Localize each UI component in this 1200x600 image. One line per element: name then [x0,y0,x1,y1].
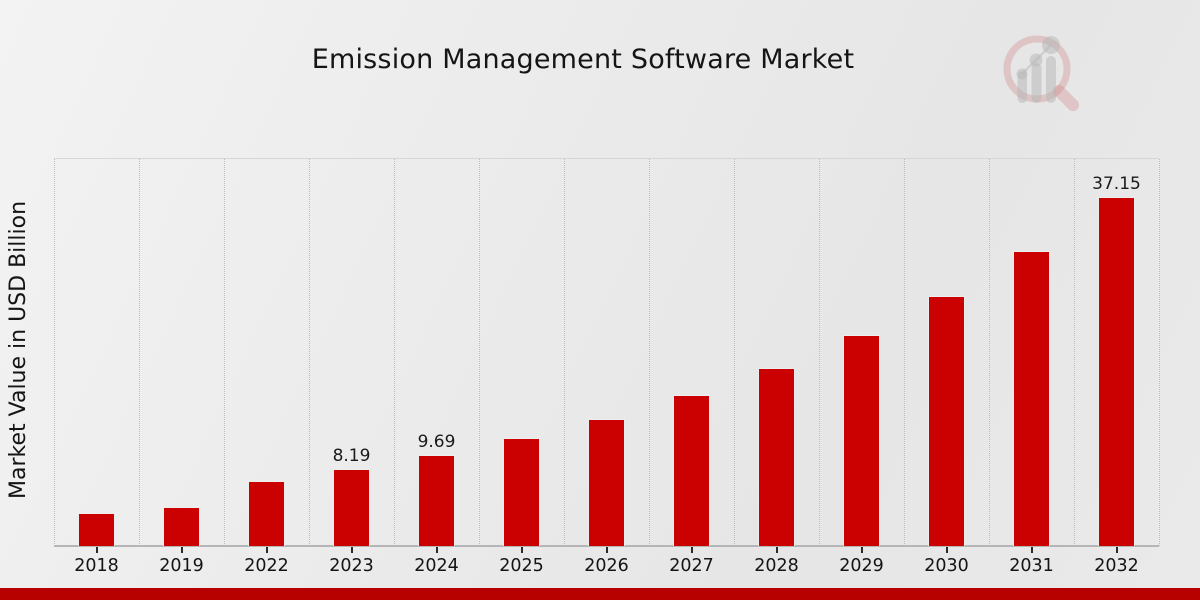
x-tick-label-2031: 2031 [1009,556,1054,576]
gridline [649,159,650,546]
x-axis-tick [180,547,183,553]
x-tick-label-2022: 2022 [244,556,289,576]
bar-2032 [1098,197,1135,546]
x-axis-tick [435,547,438,553]
x-tick-label-2029: 2029 [839,556,884,576]
magnifier-icon [1003,35,1079,111]
x-tick-label-2018: 2018 [74,556,119,576]
bar-2025 [503,438,540,546]
x-axis-tick [350,547,353,553]
gridline [1159,159,1160,546]
x-axis-tick [1115,547,1118,553]
x-axis-tick [775,547,778,553]
y-axis-label: Market Value in USD Billion [6,200,31,500]
bar-2028 [758,368,795,546]
bar-2019 [163,507,200,546]
x-axis-tick [945,547,948,553]
x-tick-label-2019: 2019 [159,556,204,576]
gridline [224,159,225,546]
bar-2026 [588,419,625,546]
gridline [309,159,310,546]
bar-2018 [78,513,115,546]
x-tick-label-2030: 2030 [924,556,969,576]
x-axis-tick [1030,547,1033,553]
rising-bars-icon [1016,36,1060,103]
bar-2031 [1013,251,1050,546]
bar-value-label-2023: 8.19 [332,446,371,466]
bar-2029 [843,335,880,546]
gridline [139,159,140,546]
x-tick-label-2032: 2032 [1094,556,1139,576]
gridline [479,159,480,546]
bar-value-label-2024: 9.69 [417,432,456,452]
plot-area: 2018 2019 2022 8.19 2023 9.69 2024 2025 2026 2027… [54,158,1160,576]
bottom-accent-bar [0,588,1200,600]
brand-logo-watermark-icon [1003,35,1079,111]
x-tick-label-2027: 2027 [669,556,714,576]
bar-2024 [418,455,455,546]
bar-2022 [248,481,285,546]
x-tick-label-2023: 2023 [329,556,374,576]
x-axis-tick [95,547,98,553]
x-tick-label-2026: 2026 [584,556,629,576]
x-axis-tick [520,547,523,553]
gridline [54,159,55,546]
bar-2027 [673,395,710,546]
gridline [989,159,990,546]
gridline [819,159,820,546]
x-axis-tick [860,547,863,553]
gridline [394,159,395,546]
x-axis-baseline [54,545,1159,547]
bar-2030 [928,296,965,546]
x-tick-label-2025: 2025 [499,556,544,576]
gridline [1074,159,1075,546]
x-tick-label-2024: 2024 [414,556,459,576]
x-axis-tick [690,547,693,553]
gridline [734,159,735,546]
x-axis-tick [605,547,608,553]
bar-2023 [333,469,370,546]
x-tick-label-2028: 2028 [754,556,799,576]
gridline [564,159,565,546]
gridline [904,159,905,546]
chart-title: Emission Management Software Market [311,44,855,75]
x-axis-tick [265,547,268,553]
bar-value-label-2032: 37.15 [1092,174,1141,194]
